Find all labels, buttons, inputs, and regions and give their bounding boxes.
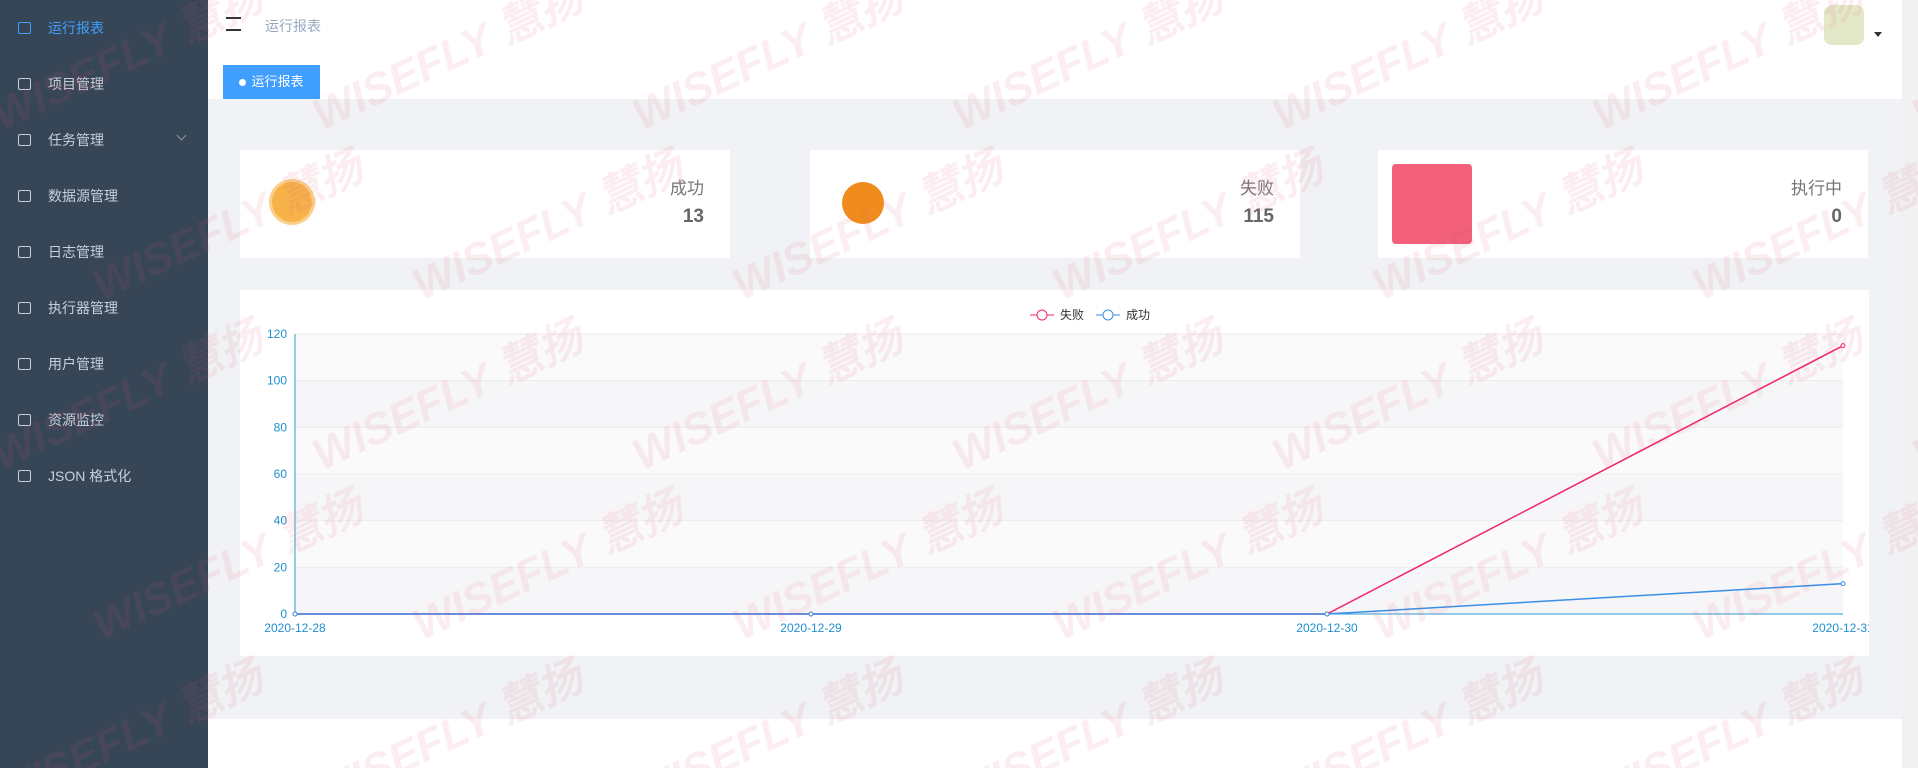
point <box>1840 343 1846 349</box>
menu-icon <box>18 470 31 482</box>
menu-item[interactable]: 运行报表 <box>0 0 208 56</box>
hamburger[interactable] <box>226 17 241 31</box>
menu-label: 资源监控 <box>48 412 104 428</box>
card-label: 失败 <box>1240 179 1274 198</box>
card-value: 115 <box>1243 206 1274 227</box>
menu-icon <box>18 246 31 258</box>
point <box>292 611 298 617</box>
menu-label: 用户管理 <box>48 356 104 372</box>
menu-label: JSON 格式化 <box>48 468 132 484</box>
legend-label[interactable]: 成功 <box>1126 308 1150 322</box>
grid-band <box>295 427 1843 474</box>
menu-icon <box>18 22 31 34</box>
grid-band <box>295 567 1843 614</box>
y-tick-label: 60 <box>274 467 288 481</box>
x-tick-label: 2020-12-28 <box>264 621 326 635</box>
stat-card: 执行中 0 <box>1378 150 1868 258</box>
menu-item[interactable]: 任务管理 <box>0 112 208 168</box>
menu-label: 执行器管理 <box>48 300 118 316</box>
tab[interactable]: 运行报表 <box>223 65 320 99</box>
menu-icon <box>18 302 31 314</box>
y-tick-label: 0 <box>280 607 287 621</box>
menu-label: 项目管理 <box>48 76 104 92</box>
main: 0 20 40 60 80 100 120 2020-12-28 2020-12-29 2020-… <box>208 99 1902 719</box>
x-tick-label: 2020-12-31 <box>1812 621 1869 635</box>
stat-card: 失败 115 <box>810 150 1300 258</box>
x-tick-label: 2020-12-30 <box>1296 621 1358 635</box>
menu-item[interactable]: JSON 格式化 <box>0 448 208 504</box>
chart: 0 20 40 60 80 100 120 2020-12-28 2020-12-29 2020-… <box>240 290 1869 656</box>
grid-band <box>295 474 1843 521</box>
menu-label: 数据源管理 <box>48 188 118 204</box>
tab-label: 运行报表 <box>251 74 304 89</box>
menu-label: 日志管理 <box>48 244 104 260</box>
y-tick-label: 80 <box>274 420 288 434</box>
sidebar: 运行报表项目管理任务管理数据源管理日志管理执行器管理用户管理资源监控 JSON 格… <box>0 0 208 768</box>
breadcrumb[interactable]: 运行报表 <box>265 18 321 34</box>
menu-item[interactable]: 执行器管理 <box>0 280 208 336</box>
card-label: 执行中 <box>1791 179 1842 198</box>
point <box>808 611 814 617</box>
y-tick-label: 120 <box>267 327 287 341</box>
series-line <box>295 582 1844 615</box>
card-label: 成功 <box>670 179 704 198</box>
menu-icon <box>18 78 31 90</box>
menu-label: 任务管理 <box>48 132 104 148</box>
card-icon <box>1392 164 1472 244</box>
menu-item[interactable]: 资源监控 <box>0 392 208 448</box>
tabs-bar: 运行报表 <box>208 51 1902 100</box>
y-tick-label: 40 <box>274 514 288 528</box>
card-icon <box>842 182 884 224</box>
legend-marker[interactable] <box>1036 309 1048 321</box>
menu-icon <box>18 358 31 370</box>
point <box>1840 581 1846 587</box>
menu-item[interactable]: 用户管理 <box>0 336 208 392</box>
menu-label: 运行报表 <box>48 20 104 36</box>
legend-label[interactable]: 失败 <box>1060 307 1084 322</box>
y-tick-label: 20 <box>274 560 288 574</box>
scrollbar[interactable] <box>1902 0 1918 768</box>
card-value: 13 <box>682 206 704 227</box>
chevron <box>176 130 187 141</box>
caret[interactable] <box>1874 32 1882 41</box>
menu-icon <box>18 190 31 202</box>
menu-icon <box>18 134 31 146</box>
menu-item[interactable]: 日志管理 <box>0 224 208 280</box>
menu-icon <box>18 414 31 426</box>
grid-band <box>295 520 1843 568</box>
avatar[interactable] <box>1824 5 1864 45</box>
grid-band <box>295 334 1843 381</box>
stat-card: 成功 13 <box>240 150 730 258</box>
menu-item[interactable]: 数据源管理 <box>0 168 208 224</box>
y-tick-label: 100 <box>267 374 287 388</box>
point <box>1324 611 1330 617</box>
legend-marker[interactable] <box>1102 309 1114 321</box>
card-value: 0 <box>1831 206 1842 227</box>
x-tick-label: 2020-12-29 <box>780 621 842 635</box>
card-icon <box>272 182 312 222</box>
header: 运行报表 <box>208 0 1902 52</box>
menu-item[interactable]: 项目管理 <box>0 56 208 112</box>
grid-band <box>295 380 1843 428</box>
